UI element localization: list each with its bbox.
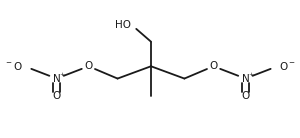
Text: HO: HO [115, 20, 130, 30]
Text: O: O [52, 91, 61, 101]
Text: O: O [241, 91, 250, 101]
Text: N: N [242, 74, 249, 84]
Text: O: O [209, 61, 217, 71]
Text: +: + [59, 72, 64, 77]
Text: O$^-$: O$^-$ [279, 60, 296, 72]
Text: N: N [53, 74, 60, 84]
Text: $^-$O: $^-$O [4, 60, 23, 72]
Text: +: + [248, 72, 253, 77]
Text: O: O [84, 61, 93, 71]
